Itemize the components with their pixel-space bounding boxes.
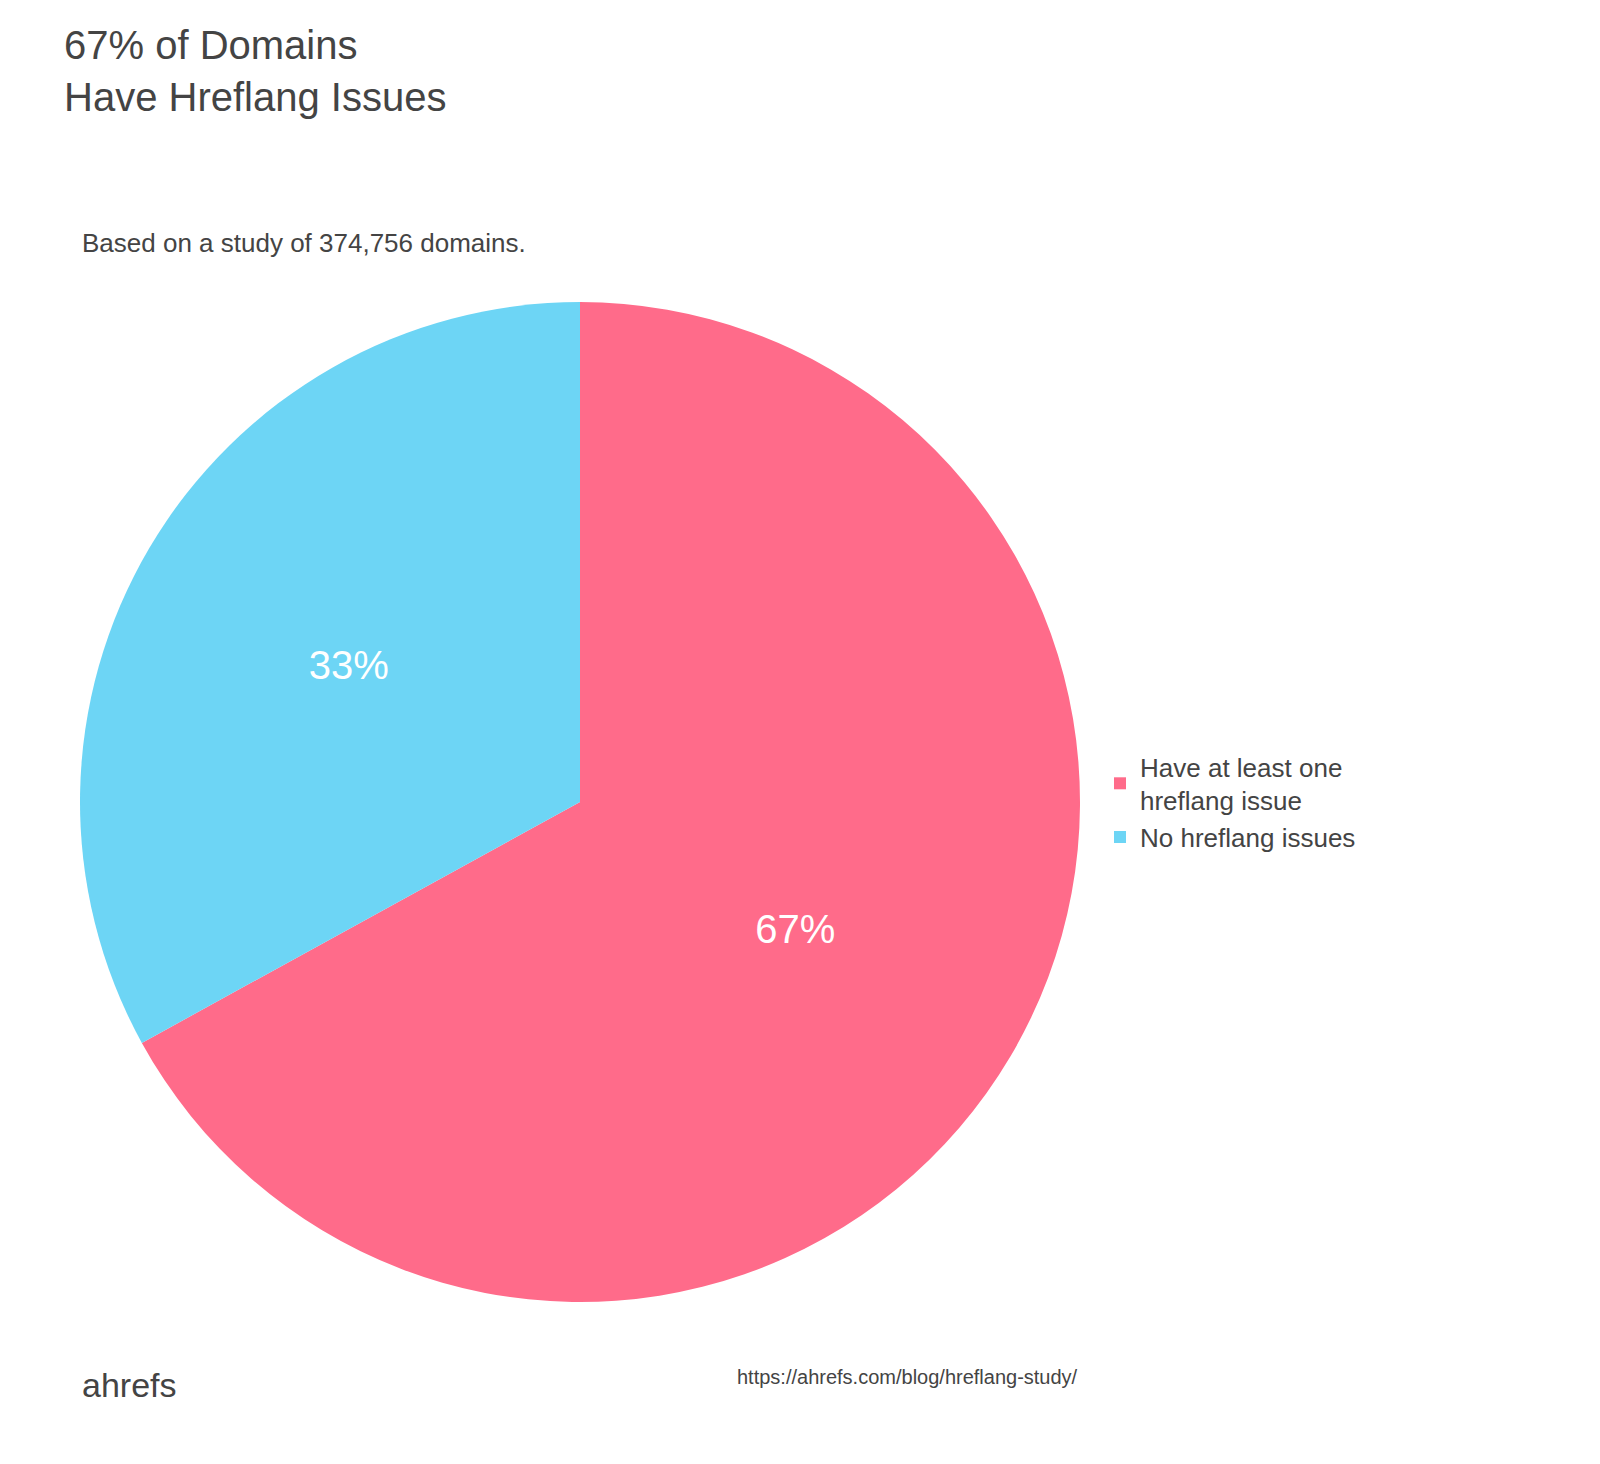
svg-text:67% of DomainsHave Hreflang Is: 67% of DomainsHave Hreflang Issues	[64, 23, 446, 119]
svg-text:https://ahrefs.com/blog/hrefla: https://ahrefs.com/blog/hreflang-study/	[737, 1366, 1078, 1388]
svg-text:ahrefs: ahrefs	[82, 1366, 177, 1404]
svg-text:Have at least onehreflang issu: Have at least onehreflang issue	[1140, 753, 1342, 817]
svg-text:No hreflang issues: No hreflang issues	[1140, 823, 1355, 853]
svg-text:67%: 67%	[755, 907, 835, 951]
svg-text:33%: 33%	[309, 643, 389, 687]
svg-text:Based on a study of 374,756 do: Based on a study of 374,756 domains.	[82, 228, 526, 258]
